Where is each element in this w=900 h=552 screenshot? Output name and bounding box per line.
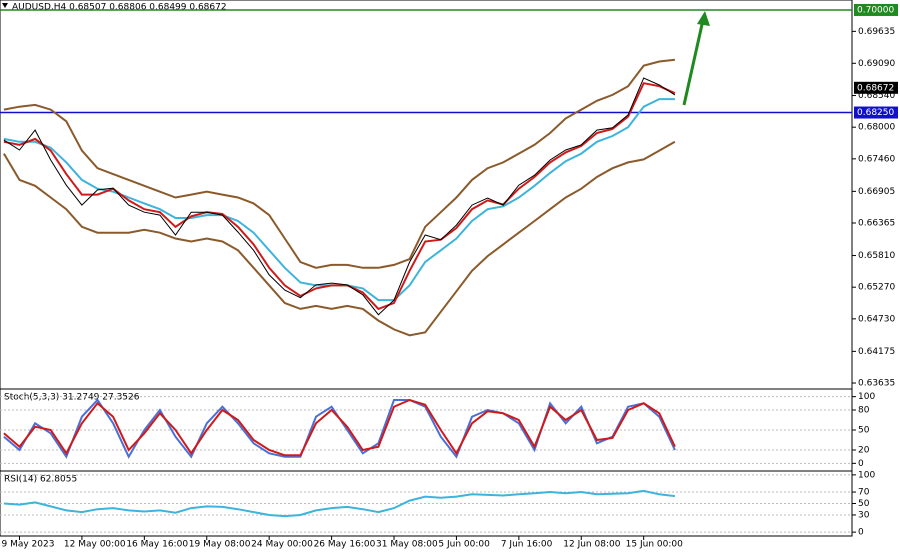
y-tick-label: 0.66365 — [858, 219, 895, 229]
x-tick-label: 16 May 16:00 — [126, 540, 188, 550]
x-tick-label: 19 May 08:00 — [189, 540, 251, 550]
y-tick-label: 0 — [858, 528, 864, 538]
series-line — [3, 58, 676, 269]
price-tag-label: 0.68250 — [857, 108, 894, 118]
x-tick-label: 15 Jun 00:00 — [626, 540, 683, 550]
x-tick-label: 7 Jun 16:00 — [501, 540, 553, 550]
x-tick-label: 12 May 00:00 — [64, 540, 126, 550]
x-tick-label: 5 Jun 00:00 — [438, 540, 490, 550]
y-tick-label: 0.63635 — [858, 379, 895, 389]
x-tick-label: 9 May 2023 — [2, 540, 55, 550]
price-tag-label: 0.68672 — [857, 83, 894, 93]
y-tick-label: 50 — [858, 426, 870, 436]
y-tick-label: 0.69090 — [858, 59, 895, 69]
y-tick-label: 0.68540 — [858, 91, 895, 101]
panel-title: RSI(14) 62.8055 — [4, 475, 77, 485]
series-line — [3, 140, 676, 337]
y-tick-label: 100 — [858, 470, 875, 480]
panel-title: Stoch(5,3,3) 31.2749 27.3526 — [4, 393, 140, 403]
plot-frame — [0, 0, 853, 537]
y-tick-label: 30 — [858, 510, 870, 520]
arrow-shaft — [682, 19, 705, 106]
y-tick-label: 0.68000 — [858, 123, 895, 133]
y-tick-label: 0.67460 — [858, 154, 895, 164]
y-tick-label: 100 — [858, 392, 875, 402]
y-tick-label: 0.64175 — [858, 347, 895, 357]
x-tick-label: 26 May 16:00 — [314, 540, 376, 550]
x-tick-label: 24 May 00:00 — [251, 540, 313, 550]
y-tick-label: 0.65810 — [858, 251, 895, 261]
y-tick-label: 70 — [858, 488, 870, 498]
y-tick-label: 0.69635 — [858, 27, 895, 37]
price-tag-label: 0.70000 — [857, 5, 894, 15]
y-tick-label: 80 — [858, 406, 870, 416]
arrow-head — [697, 11, 710, 26]
x-tick-label: 12 Jun 08:00 — [563, 540, 620, 550]
y-tick-label: 20 — [858, 446, 870, 456]
panel-title: AUDUSD,H4 0.68507 0.68806 0.68499 0.6867… — [12, 3, 227, 13]
y-tick-label: 50 — [858, 499, 870, 509]
series-line — [3, 398, 676, 457]
y-tick-label: 0.66905 — [858, 187, 895, 197]
series-line — [3, 77, 676, 316]
y-tick-label: 0.65270 — [858, 283, 895, 293]
x-tick-label: 31 May 08:00 — [376, 540, 438, 550]
series-line — [3, 489, 676, 518]
price-tag — [854, 3, 898, 16]
price-tag — [854, 106, 898, 119]
y-tick-label: 0 — [858, 459, 864, 469]
menu-arrow — [2, 3, 8, 8]
y-tick-label: 0.64730 — [858, 314, 895, 324]
price-tag — [854, 81, 898, 94]
